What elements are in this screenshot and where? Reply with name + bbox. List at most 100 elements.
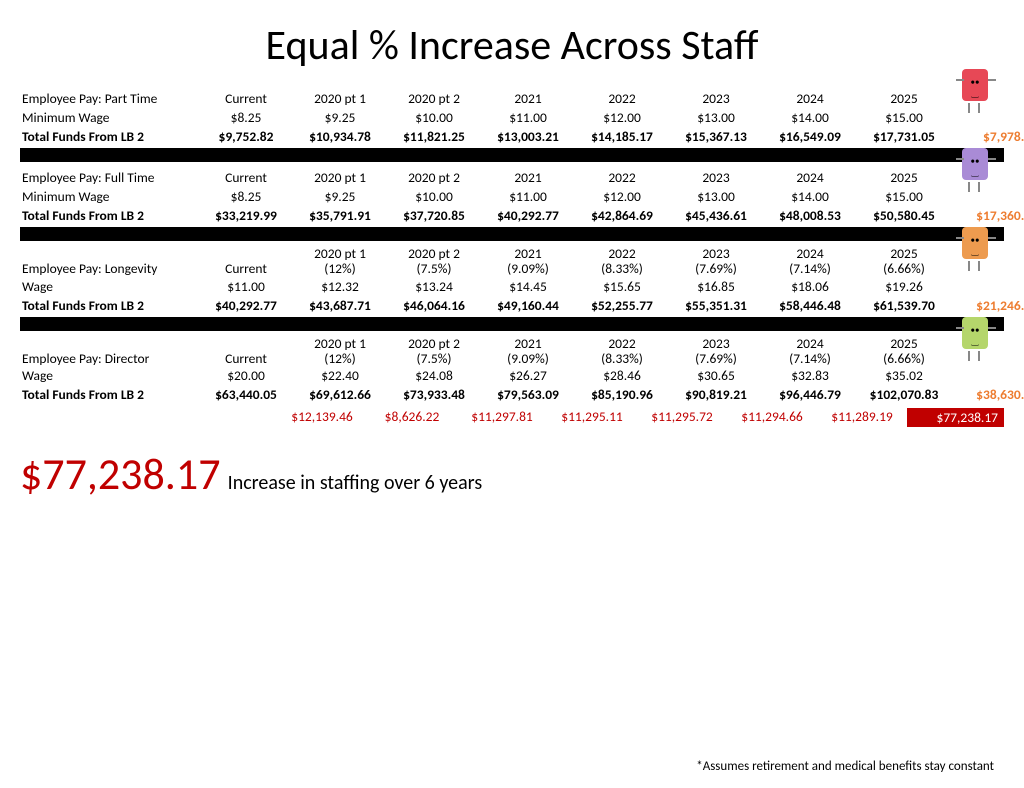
funds-value: $17,731.05 bbox=[857, 127, 951, 146]
funds-value: $50,580.45 bbox=[857, 206, 951, 225]
wage-value: $35.02 bbox=[857, 366, 951, 385]
wage-value: $24.08 bbox=[387, 366, 481, 385]
book-mascot-icon: ••‿ bbox=[956, 313, 996, 361]
wage-value: $11.00 bbox=[481, 108, 575, 127]
wage-value: $12.00 bbox=[575, 108, 669, 127]
funds-value: $45,436.61 bbox=[669, 206, 763, 225]
funds-value: $58,446.48 bbox=[763, 296, 857, 315]
page-title: Equal % Increase Across Staff bbox=[0, 20, 1024, 71]
section-1: ••‿ Employee Pay: Full TimeCurrent2020 p… bbox=[20, 168, 1004, 225]
summary-value: $8,626.22 bbox=[367, 408, 457, 427]
funds-value: $61,539.70 bbox=[857, 296, 951, 315]
summary-total-box: $77,238.17 bbox=[907, 408, 1004, 427]
wage-value: $11.00 bbox=[199, 277, 293, 296]
col-header: 2025 bbox=[857, 89, 951, 108]
funds-label: Total Funds From LB 2 bbox=[20, 206, 199, 225]
funds-value: $49,160.44 bbox=[481, 296, 575, 315]
funds-value: $102,070.83 bbox=[857, 385, 951, 404]
divider-bar bbox=[20, 148, 1004, 162]
wage-value: $28.46 bbox=[575, 366, 669, 385]
wage-value: $14.00 bbox=[763, 108, 857, 127]
funds-value: $48,008.53 bbox=[763, 206, 857, 225]
col-header: Current bbox=[199, 168, 293, 187]
col-header: 2024 bbox=[763, 168, 857, 187]
grand-total: $77,238.17 Increase in staffing over 6 y… bbox=[20, 447, 1024, 501]
col-header: 2020 pt 2 bbox=[387, 89, 481, 108]
wage-value: $15.00 bbox=[857, 187, 951, 206]
wage-value: $12.00 bbox=[575, 187, 669, 206]
wage-value: $32.83 bbox=[763, 366, 857, 385]
wage-value: $9.25 bbox=[293, 187, 387, 206]
funds-value: $79,563.09 bbox=[481, 385, 575, 404]
col-header: 2023 bbox=[669, 168, 763, 187]
wage-value: $13.00 bbox=[669, 187, 763, 206]
funds-value: $85,190.96 bbox=[575, 385, 669, 404]
pay-table: 2020 pt 12020 pt 220212022202320242025Em… bbox=[20, 337, 1024, 405]
wage-value: $11.00 bbox=[481, 187, 575, 206]
wage-label: Wage bbox=[20, 277, 199, 296]
col-header: 2022 bbox=[575, 89, 669, 108]
funds-value: $11,821.25 bbox=[387, 127, 481, 146]
summary-value: $11,295.11 bbox=[547, 408, 637, 427]
col-header: 2020 pt 2 bbox=[387, 168, 481, 187]
section-3: ••‿ 2020 pt 12020 pt 2202120222023202420… bbox=[20, 337, 1004, 405]
funds-value: $33,219.99 bbox=[199, 206, 293, 225]
funds-value: $14,185.17 bbox=[575, 127, 669, 146]
delta-value: $38,630.78 bbox=[951, 385, 1024, 404]
summary-value: $11,297.81 bbox=[457, 408, 547, 427]
wage-label: Minimum Wage bbox=[20, 108, 199, 127]
col-header: 2021 bbox=[481, 89, 575, 108]
funds-value: $63,440.05 bbox=[199, 385, 293, 404]
pay-table: Employee Pay: Full TimeCurrent2020 pt 12… bbox=[20, 168, 1024, 225]
wage-value: $13.24 bbox=[387, 277, 481, 296]
col-header: 2021 bbox=[481, 168, 575, 187]
section-2: ••‿ 2020 pt 12020 pt 2202120222023202420… bbox=[20, 247, 1004, 315]
divider-bar bbox=[20, 227, 1004, 241]
funds-value: $90,819.21 bbox=[669, 385, 763, 404]
col-header: 2020 pt 1 bbox=[293, 89, 387, 108]
grand-total-text: Increase in staffing over 6 years bbox=[228, 471, 482, 495]
wage-value: $14.45 bbox=[481, 277, 575, 296]
funds-value: $35,791.91 bbox=[293, 206, 387, 225]
funds-value: $37,720.85 bbox=[387, 206, 481, 225]
summary-row: $12,139.46$8,626.22$11,297.81$11,295.11 $… bbox=[20, 408, 1004, 427]
wage-value: $10.00 bbox=[387, 187, 481, 206]
col-header: 2025 bbox=[857, 168, 951, 187]
funds-value: $69,612.66 bbox=[293, 385, 387, 404]
wage-value: $14.00 bbox=[763, 187, 857, 206]
section-0: ••‿ Employee Pay: Part TimeCurrent2020 p… bbox=[20, 89, 1004, 146]
col-header: Current bbox=[199, 89, 293, 108]
wage-value: $19.26 bbox=[857, 277, 951, 296]
funds-value: $55,351.31 bbox=[669, 296, 763, 315]
wage-value: $30.65 bbox=[669, 366, 763, 385]
funds-value: $10,934.78 bbox=[293, 127, 387, 146]
funds-value: $16,549.09 bbox=[763, 127, 857, 146]
wage-value: $15.65 bbox=[575, 277, 669, 296]
col-header: 2020 pt 1 bbox=[293, 168, 387, 187]
row-label: Employee Pay: Director bbox=[20, 352, 199, 367]
funds-value: $42,864.69 bbox=[575, 206, 669, 225]
book-mascot-icon: ••‿ bbox=[956, 65, 996, 113]
row-label: Employee Pay: Full Time bbox=[20, 168, 199, 187]
wage-value: $22.40 bbox=[293, 366, 387, 385]
funds-value: $73,933.48 bbox=[387, 385, 481, 404]
pay-table: Employee Pay: Part TimeCurrent2020 pt 12… bbox=[20, 89, 1024, 146]
funds-value: $9,752.82 bbox=[199, 127, 293, 146]
footnote: *Assumes retirement and medical benefits… bbox=[696, 759, 994, 774]
funds-value: $15,367.13 bbox=[669, 127, 763, 146]
funds-value: $13,003.21 bbox=[481, 127, 575, 146]
wage-value: $8.25 bbox=[199, 108, 293, 127]
wage-value: $13.00 bbox=[669, 108, 763, 127]
wage-value: $8.25 bbox=[199, 187, 293, 206]
funds-label: Total Funds From LB 2 bbox=[20, 385, 199, 404]
summary-value: $11,294.66 bbox=[727, 408, 817, 427]
wage-value: $16.85 bbox=[669, 277, 763, 296]
summary-value: $11,289.19 bbox=[817, 408, 907, 427]
wage-value: $18.06 bbox=[763, 277, 857, 296]
col-header: 2023 bbox=[669, 89, 763, 108]
funds-label: Total Funds From LB 2 bbox=[20, 127, 199, 146]
wage-value: $9.25 bbox=[293, 108, 387, 127]
summary-value: $12,139.46 bbox=[277, 408, 367, 427]
funds-value: $52,255.77 bbox=[575, 296, 669, 315]
divider-bar bbox=[20, 317, 1004, 331]
